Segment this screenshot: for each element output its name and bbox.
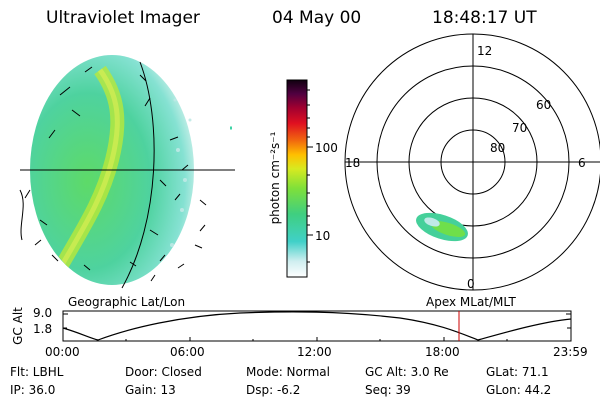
status-seq: Seq: 39 <box>365 383 411 397</box>
status-gain: Gain: 13 <box>125 383 176 397</box>
status-mode: Mode: Normal <box>246 365 330 379</box>
polar-plot <box>344 33 600 291</box>
colorbar-tick-10: 10 <box>315 229 331 243</box>
image-date: 04 May 00 <box>272 8 362 28</box>
colorbar-unit-label: photon cm⁻²s⁻¹ <box>268 131 282 225</box>
status-filter: Flt: LBHL <box>10 365 64 379</box>
altitude-xtick-0000: 00:00 <box>45 345 80 359</box>
mlt-label-18: 18 <box>345 156 361 170</box>
status-door: Door: Closed <box>125 365 202 379</box>
uvi-earth-image <box>19 55 235 289</box>
mlt-label-12: 12 <box>477 44 493 58</box>
polar-aurora-oval <box>416 212 468 242</box>
altitude-ylabel: GC Alt <box>11 307 25 345</box>
image-time: 18:48:17 UT <box>432 8 537 28</box>
mlt-label-0: 0 <box>467 277 475 291</box>
status-gc-alt: GC Alt: 3.0 Re <box>365 365 449 379</box>
status-ip: IP: 36.0 <box>10 383 56 397</box>
color-bar <box>286 79 313 278</box>
lat-label-70: 70 <box>512 121 528 135</box>
mlt-label-6: 6 <box>578 156 586 170</box>
altitude-ytick-9: 9.0 <box>33 306 53 320</box>
lat-label-60: 60 <box>536 98 552 112</box>
status-glat: GLat: 71.1 <box>486 365 549 379</box>
altitude-left-title: Geographic Lat/Lon <box>68 295 186 309</box>
colorbar-tick-100: 100 <box>315 141 338 155</box>
altitude-ytick-1-8: 1.8 <box>33 322 53 336</box>
altitude-plot <box>62 310 572 342</box>
status-glon: GLon: 44.2 <box>486 383 552 397</box>
altitude-xtick-1800: 18:00 <box>425 345 460 359</box>
lat-label-80: 80 <box>490 141 506 155</box>
altitude-xtick-2359: 23:59 <box>553 345 588 359</box>
altitude-xtick-1200: 12:00 <box>297 345 332 359</box>
status-dsp: Dsp: -6.2 <box>246 383 301 397</box>
altitude-right-title: Apex MLat/MLT <box>426 295 516 309</box>
altitude-xtick-0600: 06:00 <box>170 345 205 359</box>
instrument-title: Ultraviolet Imager <box>46 8 200 28</box>
